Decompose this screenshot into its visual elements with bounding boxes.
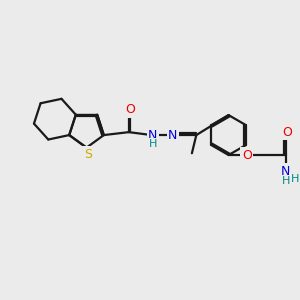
Text: N: N — [148, 129, 158, 142]
Text: N: N — [281, 165, 290, 178]
Text: O: O — [125, 103, 135, 116]
Text: O: O — [242, 148, 252, 161]
Text: H: H — [282, 176, 290, 187]
Text: H: H — [291, 173, 299, 184]
Text: O: O — [282, 126, 292, 139]
Text: S: S — [84, 148, 92, 160]
Text: H: H — [149, 140, 157, 149]
Text: N: N — [168, 129, 178, 142]
